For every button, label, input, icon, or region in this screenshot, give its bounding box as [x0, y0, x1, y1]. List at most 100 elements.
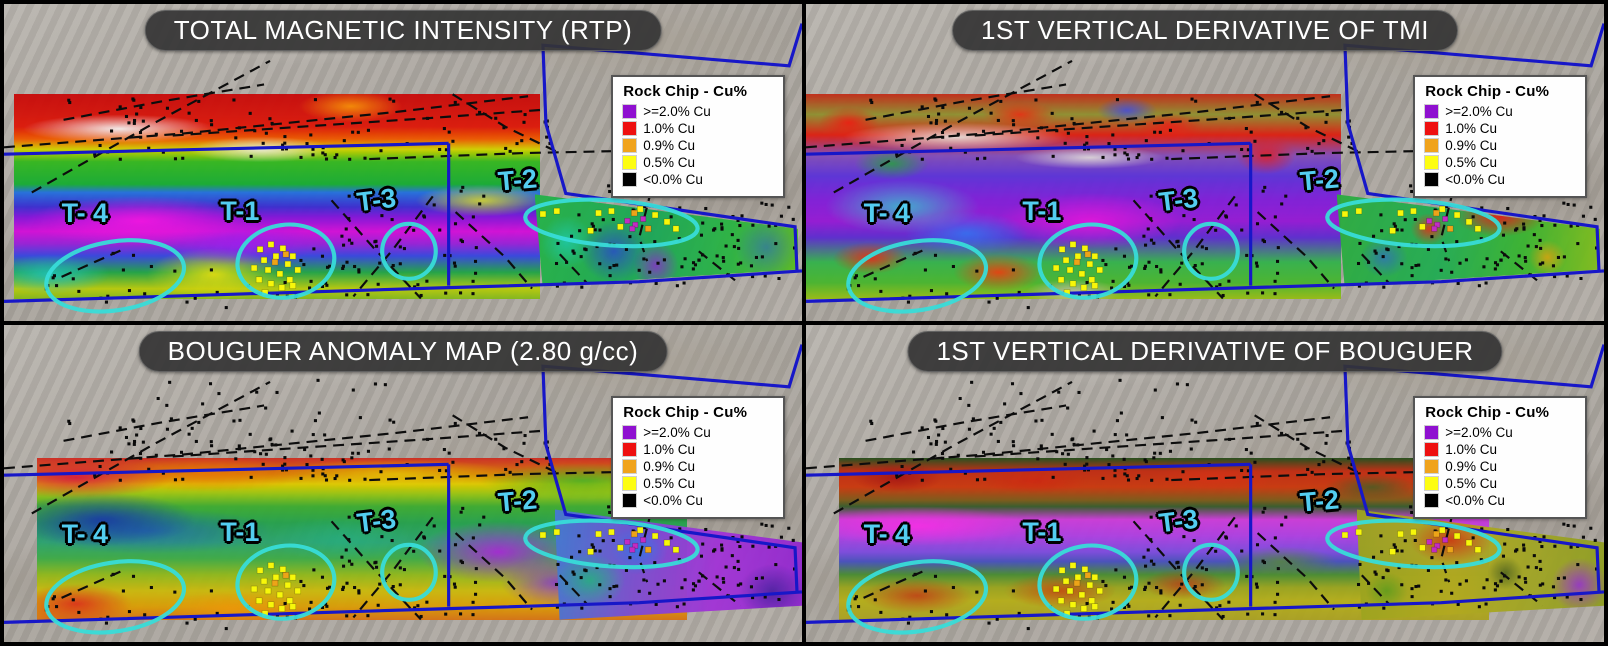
- sample-dot: [1115, 98, 1119, 102]
- sample-dot: [1322, 139, 1326, 143]
- sample-dot: [387, 447, 391, 451]
- cu-sample-yellow: [1080, 605, 1088, 612]
- sample-dot: [1410, 274, 1414, 278]
- sample-dot: [269, 437, 273, 441]
- sample-dot: [1143, 458, 1147, 462]
- sample-dot: [520, 139, 524, 143]
- sample-dot: [139, 426, 143, 431]
- legend-item: 0.5% Cu: [622, 476, 775, 492]
- sample-dot: [1493, 261, 1498, 265]
- sample-dot: [1159, 591, 1163, 595]
- sample-dot: [1123, 151, 1127, 155]
- sample-dot: [1168, 293, 1172, 297]
- sample-dot: [419, 614, 423, 618]
- sample-dot: [523, 434, 527, 438]
- sample-dot: [1147, 581, 1151, 585]
- target-label-T1: T-1: [220, 517, 260, 548]
- sample-dot: [963, 150, 967, 154]
- sample-dot: [1455, 561, 1459, 565]
- map-overlay-svg: [806, 23, 1604, 314]
- cu-sample-purple: [1431, 546, 1438, 553]
- fault-dashed-line: [452, 414, 561, 476]
- legend-item-label: 0.5% Cu: [643, 155, 696, 171]
- sample-dot: [943, 440, 947, 444]
- sample-dot: [583, 247, 587, 251]
- cu-sample-yellow: [1410, 528, 1417, 536]
- rock-chip-cu-samples: [250, 526, 680, 617]
- fault-dashed-line: [1154, 516, 1236, 619]
- sample-dot: [724, 565, 728, 569]
- fault-dashed-line: [806, 416, 1331, 470]
- sample-dot: [391, 584, 395, 589]
- cu-sample-yellow: [1057, 597, 1065, 604]
- sample-dot: [1147, 260, 1151, 264]
- target-ellipse: [235, 222, 337, 300]
- sample-dot: [929, 289, 934, 293]
- sample-dot: [193, 296, 197, 300]
- legend-swatch-icon: [1424, 155, 1440, 171]
- sample-dot: [320, 605, 325, 610]
- sample-dot: [595, 566, 599, 570]
- cu-sample-yellow: [587, 548, 594, 555]
- legend-item-label: <0.0% Cu: [1445, 493, 1505, 509]
- sample-dot: [879, 610, 883, 614]
- sample-dot: [1011, 119, 1015, 123]
- sample-dot: [1214, 549, 1218, 553]
- sample-dot: [261, 141, 265, 145]
- sample-dot: [1246, 291, 1250, 295]
- sample-dot: [1565, 595, 1569, 599]
- target-label-T2: T-2: [1299, 484, 1341, 518]
- sample-dot: [1114, 568, 1118, 572]
- sample-dot: [1310, 470, 1314, 474]
- sample-dot: [1050, 432, 1054, 436]
- rock-chip-cu-samples: [250, 205, 680, 296]
- sample-dot: [1204, 247, 1208, 251]
- sample-dot: [442, 448, 446, 452]
- cu-sample-yellow: [1091, 574, 1099, 581]
- cu-sample-yellow: [672, 546, 680, 553]
- sample-dot: [654, 602, 658, 606]
- sample-dot: [1227, 279, 1231, 283]
- sample-dot: [165, 427, 169, 431]
- legend-swatch-icon: [622, 493, 638, 509]
- sample-dot: [1522, 226, 1526, 230]
- cu-sample-yellow: [1078, 591, 1086, 599]
- cu-sample-purple: [1442, 537, 1449, 543]
- sample-dot: [413, 606, 417, 610]
- sample-dot: [444, 612, 448, 616]
- cu-sample-yellow: [1355, 528, 1363, 536]
- sample-dot: [320, 457, 324, 461]
- sample-dot: [1439, 589, 1443, 593]
- sample-dot: [1111, 454, 1115, 458]
- sample-dot: [373, 561, 377, 565]
- fault-dashed-line: [61, 569, 124, 599]
- rock-chip-legend: Rock Chip - Cu% >=2.0% Cu 1.0% Cu 0.9% Cu 0…: [611, 75, 786, 199]
- fault-dashed-line: [4, 416, 529, 470]
- sample-dot: [1253, 460, 1257, 464]
- sample-dot: [299, 258, 303, 262]
- sample-dot: [118, 157, 122, 161]
- sample-dot: [309, 133, 313, 137]
- fault-dashed-line: [352, 195, 434, 298]
- sample-dot: [1538, 583, 1542, 587]
- sample-dot: [224, 306, 228, 310]
- sample-dot: [934, 419, 938, 423]
- sample-dot: [51, 597, 55, 601]
- target-ellipse: [523, 518, 700, 570]
- legend-item: 1.0% Cu: [622, 442, 775, 458]
- sample-dot: [949, 146, 953, 150]
- legend-item: 1.0% Cu: [1424, 121, 1577, 137]
- sample-dot: [1410, 595, 1414, 599]
- sample-dot: [402, 247, 406, 251]
- legend-swatch-icon: [1424, 442, 1440, 458]
- sample-dot: [940, 451, 945, 456]
- sample-dot: [380, 535, 384, 539]
- sample-dot: [1113, 474, 1117, 478]
- sample-dot: [593, 228, 597, 232]
- tenement-boundary-line: [4, 269, 802, 303]
- sample-dot: [732, 566, 736, 570]
- sample-dot: [1123, 472, 1127, 476]
- map-overlay-svg: [4, 23, 802, 314]
- sample-dot: [1261, 559, 1265, 563]
